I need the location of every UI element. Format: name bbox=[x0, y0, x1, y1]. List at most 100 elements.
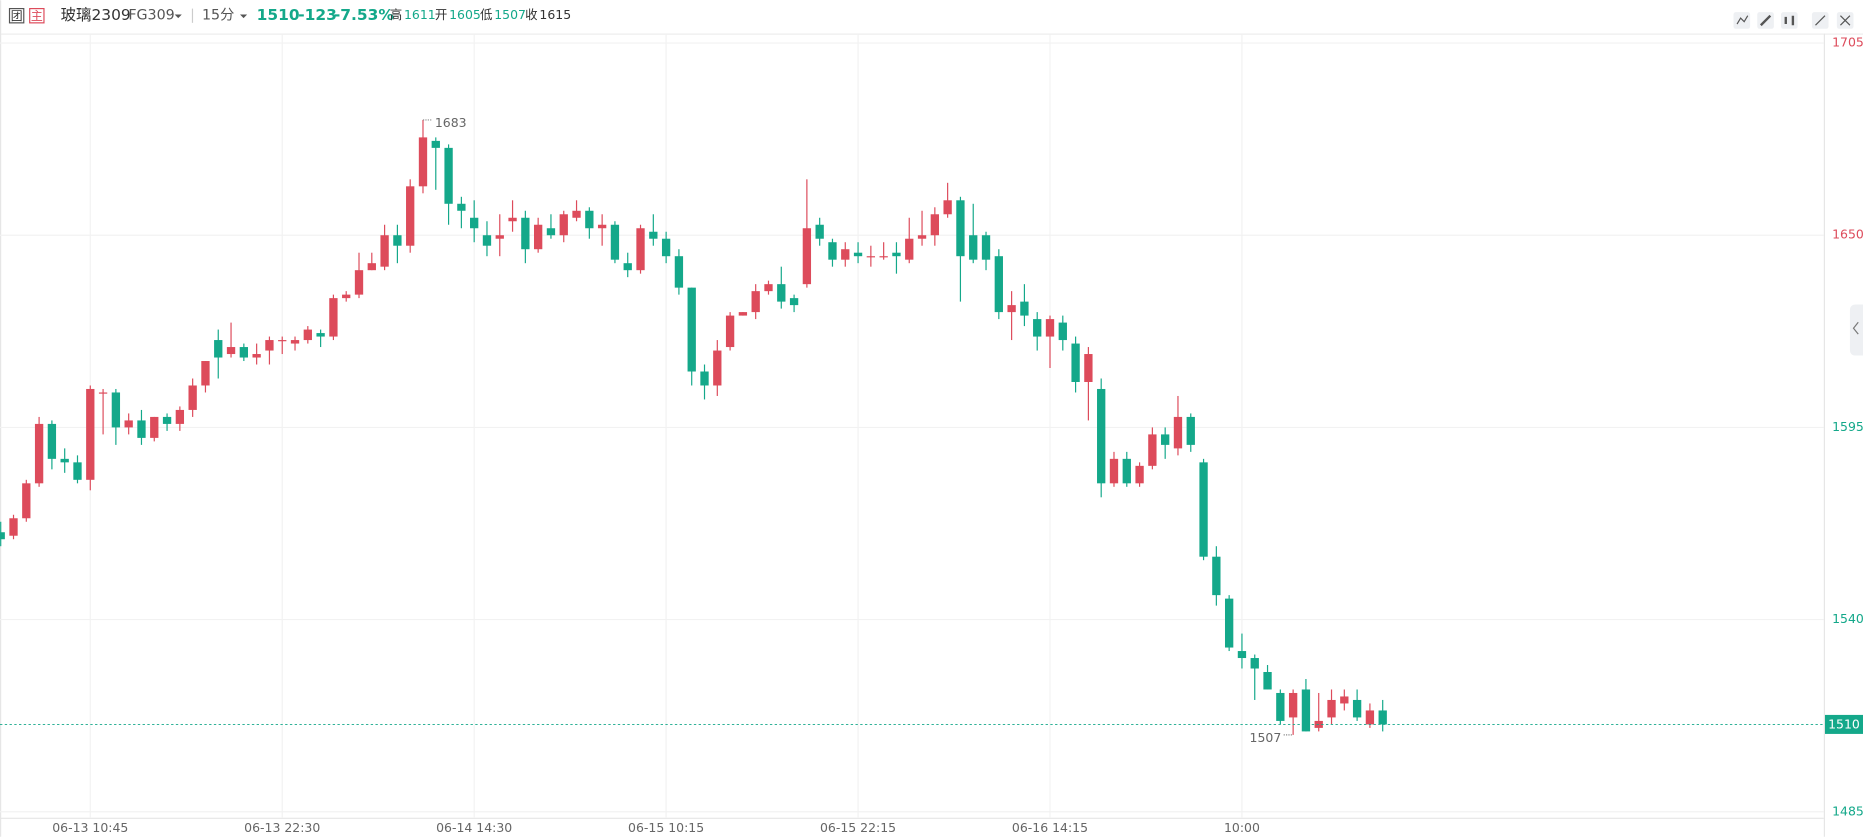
candle-body bbox=[1020, 301, 1029, 316]
indicator-icon[interactable] bbox=[1736, 15, 1749, 25]
candle-body bbox=[597, 224, 607, 229]
last-price-tag bbox=[1824, 714, 1863, 734]
code-caret[interactable] bbox=[174, 14, 182, 19]
candle-body bbox=[1212, 556, 1221, 596]
candle-body bbox=[329, 298, 338, 337]
period[interactable]: 15分 bbox=[202, 7, 234, 24]
candle-body bbox=[866, 256, 876, 258]
candle-body bbox=[303, 329, 312, 341]
candle-body bbox=[738, 312, 748, 316]
candle-body bbox=[841, 249, 850, 260]
last-price: 1510 bbox=[257, 6, 300, 24]
candle-body bbox=[418, 137, 428, 187]
candle-body bbox=[0, 532, 5, 540]
candle-body bbox=[265, 340, 274, 351]
candle-body bbox=[585, 210, 594, 229]
candle-body bbox=[22, 483, 31, 519]
expand-icon[interactable] bbox=[1815, 15, 1826, 26]
contract-code[interactable]: FG309 bbox=[128, 8, 174, 24]
x-tick-label: 06-13 10:45 bbox=[52, 820, 128, 835]
candle-body bbox=[1071, 343, 1080, 382]
candle-body bbox=[994, 256, 1003, 313]
candle-body bbox=[406, 186, 415, 246]
group-icon[interactable]: 团 bbox=[11, 9, 23, 23]
candle-body bbox=[86, 388, 95, 480]
candle-body bbox=[969, 235, 978, 260]
candle-body bbox=[34, 423, 44, 484]
last-price-tag-label: 1510 bbox=[1828, 717, 1860, 732]
candle-body bbox=[777, 284, 786, 302]
candle-body bbox=[150, 416, 159, 438]
x-tick-label: 10:00 bbox=[1224, 820, 1260, 835]
candle-body bbox=[1148, 434, 1157, 466]
high-label: 高 bbox=[390, 7, 402, 22]
candle-body bbox=[226, 347, 236, 355]
candle-body bbox=[1301, 689, 1311, 732]
candle-body bbox=[137, 420, 146, 438]
candle-body bbox=[649, 231, 658, 239]
y-tick-label: 1540 bbox=[1832, 611, 1863, 626]
group-icon-box[interactable] bbox=[8, 7, 25, 24]
candle-body bbox=[1250, 658, 1259, 669]
candle-body bbox=[521, 217, 530, 250]
main-icon[interactable]: 主 bbox=[31, 9, 43, 23]
candle-body bbox=[175, 409, 185, 424]
close-icon[interactable] bbox=[1840, 15, 1851, 26]
side-panel-tab[interactable] bbox=[1849, 304, 1863, 356]
candle-body bbox=[98, 392, 108, 394]
candle-body bbox=[1097, 388, 1106, 484]
candle-body bbox=[1237, 651, 1247, 659]
candle-body bbox=[1327, 699, 1336, 718]
candle-body bbox=[470, 217, 479, 229]
candle-body bbox=[354, 270, 364, 295]
x-tick-label: 06-15 22:15 bbox=[820, 820, 896, 835]
low-annotation: 1507 bbox=[1250, 730, 1282, 745]
contract-name: 玻璃2309 bbox=[61, 6, 131, 24]
candle-body bbox=[789, 298, 799, 306]
candle-body bbox=[1173, 416, 1183, 449]
candle-body bbox=[214, 340, 223, 358]
side-panel-arrow[interactable] bbox=[1852, 321, 1859, 335]
candle-body bbox=[930, 214, 939, 236]
candle-body bbox=[482, 235, 492, 246]
compare-button[interactable] bbox=[1781, 12, 1798, 29]
candle-body bbox=[1007, 305, 1016, 313]
candle-body bbox=[342, 294, 351, 299]
candle-body bbox=[73, 462, 82, 480]
candle-body bbox=[124, 420, 133, 428]
candle-body bbox=[201, 361, 210, 386]
candle-body bbox=[636, 228, 645, 271]
candle-body bbox=[623, 263, 632, 271]
candle-body bbox=[444, 147, 453, 204]
toolbar bbox=[1733, 12, 1854, 29]
candle-body bbox=[47, 423, 57, 459]
compare-icon[interactable] bbox=[1784, 15, 1795, 26]
candle-body bbox=[1199, 462, 1208, 557]
draw-icon[interactable] bbox=[1759, 14, 1772, 27]
candle-body bbox=[892, 252, 901, 257]
x-tick-label: 06-16 14:15 bbox=[1012, 820, 1088, 835]
candle-body bbox=[751, 291, 760, 313]
candle-body bbox=[853, 252, 863, 257]
candle-body bbox=[661, 238, 671, 257]
candle-body bbox=[60, 458, 69, 463]
indicator-button[interactable] bbox=[1733, 12, 1751, 29]
period-caret[interactable] bbox=[240, 14, 248, 19]
candle-body bbox=[1045, 319, 1055, 337]
candle-body bbox=[111, 392, 121, 428]
candle-body bbox=[1122, 458, 1131, 484]
y-tick-label: 1705 bbox=[1832, 35, 1863, 50]
candle-body bbox=[713, 350, 722, 386]
candle-body bbox=[1276, 692, 1285, 721]
candle-body bbox=[508, 217, 517, 222]
candle-body bbox=[559, 214, 568, 236]
main-icon-box[interactable] bbox=[29, 7, 45, 24]
candle-body bbox=[1378, 710, 1387, 725]
candle-body bbox=[674, 256, 684, 288]
candle-body bbox=[290, 340, 300, 344]
candle-body bbox=[431, 140, 440, 148]
candle-body bbox=[252, 354, 261, 358]
candle-body bbox=[956, 200, 965, 257]
candle-body bbox=[687, 287, 696, 372]
